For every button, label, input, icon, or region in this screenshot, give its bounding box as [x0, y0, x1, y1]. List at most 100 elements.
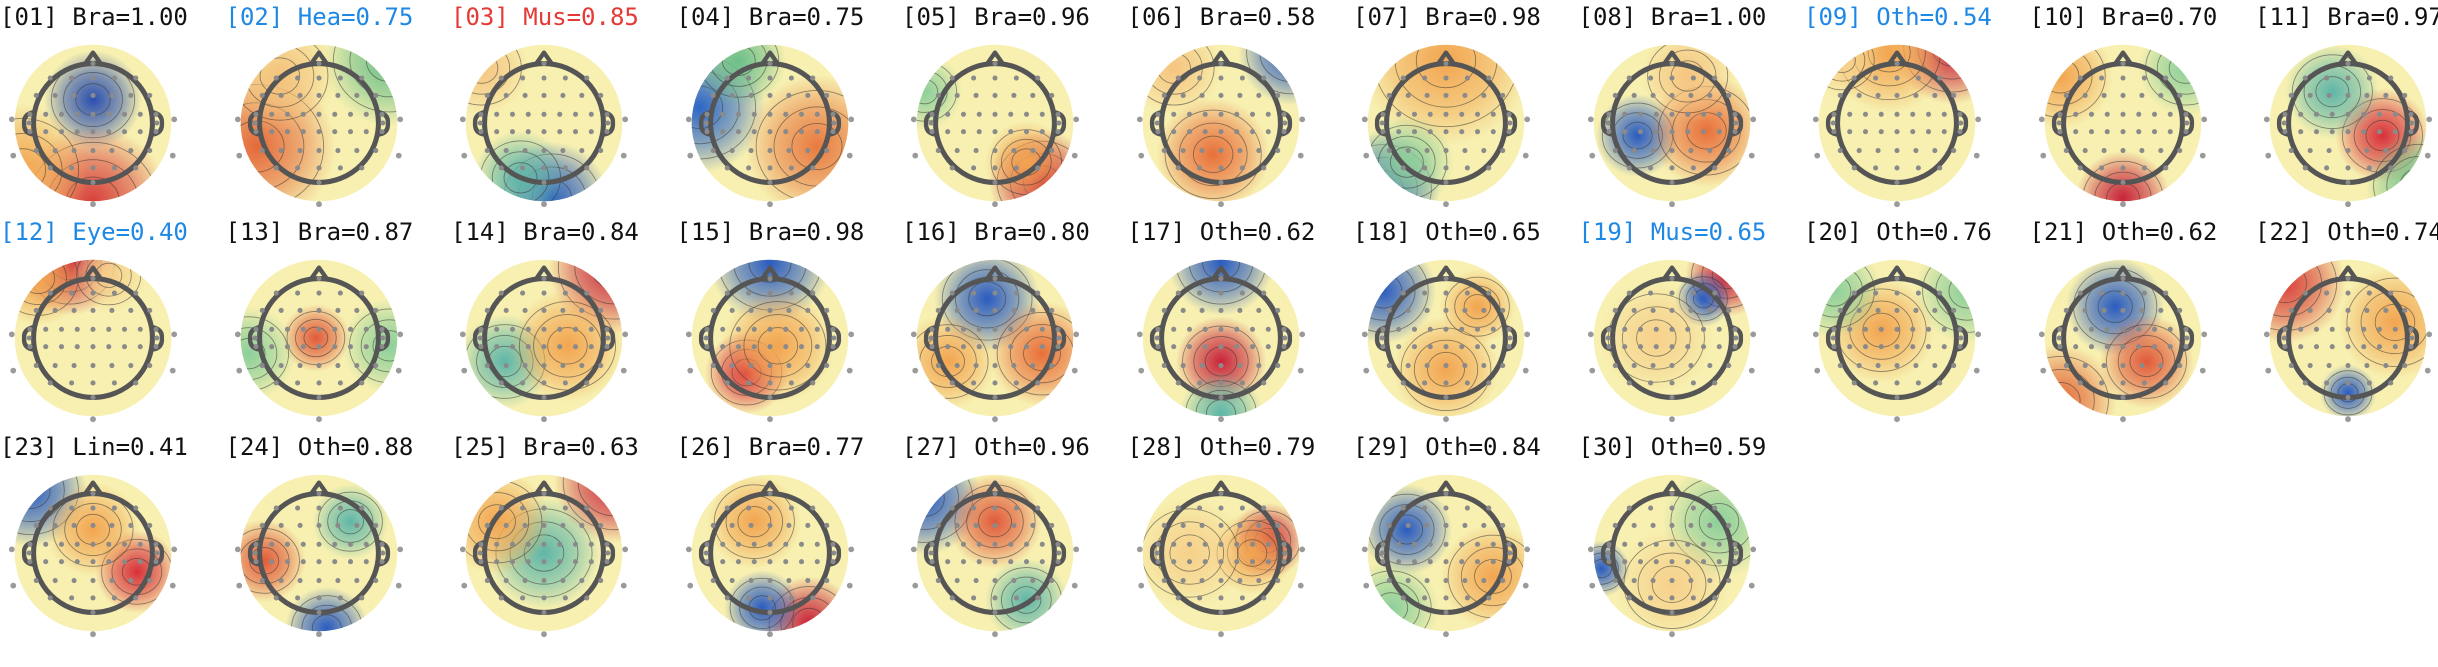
electrode-dot	[1957, 129, 1963, 135]
electrode-dot	[1706, 363, 1712, 369]
electrode-dot	[2388, 380, 2394, 386]
electrode-dot	[1249, 559, 1255, 565]
electrode-dot	[1847, 326, 1853, 332]
electrode-dot	[2119, 416, 2126, 423]
electrode-dot	[954, 522, 960, 528]
electrode-dot	[973, 92, 979, 98]
electrode-dot	[1030, 307, 1036, 313]
electrode-dot	[520, 505, 526, 511]
electrode-dot	[766, 165, 773, 171]
electrode-dot	[2345, 201, 2351, 208]
electrode-dot	[1951, 363, 1957, 369]
electrode-dot	[484, 522, 490, 528]
electrode-dot	[2282, 111, 2288, 117]
electrode-dot	[960, 129, 967, 135]
electrode-dot	[1626, 595, 1632, 601]
electrode-dot	[1490, 559, 1496, 565]
electrode-dot	[1474, 326, 1481, 332]
electrode-dot	[27, 559, 33, 565]
electrode-dot	[992, 505, 998, 511]
electrode-dot	[703, 129, 710, 135]
electrode-dot	[604, 129, 610, 135]
electrode-dot	[847, 116, 854, 123]
electrode-dot	[1217, 416, 1224, 423]
electrode-dot	[1405, 578, 1411, 584]
electrode-dot	[1196, 290, 1202, 296]
electrode-dot	[2056, 344, 2063, 350]
scalp-topomap	[1812, 44, 1982, 208]
electrode-dot	[541, 631, 547, 638]
electrode-dot	[1217, 344, 1224, 350]
nose-marker	[759, 50, 780, 67]
electrode-dot	[396, 116, 403, 123]
electrode-dot	[358, 595, 364, 601]
electrode-dot	[509, 129, 516, 135]
component-cell: [15] Bra=0.98	[677, 215, 902, 430]
electrode-dot	[71, 522, 77, 528]
scalp-topomap	[1587, 259, 1756, 423]
scalp-topomap	[1587, 44, 1756, 208]
contour-line	[1142, 44, 1215, 106]
electrode-dot	[588, 559, 594, 565]
electrode-dot	[1732, 550, 1738, 556]
electrode-dot	[622, 331, 629, 338]
electrode-dot	[90, 505, 96, 511]
electrode-dot	[153, 559, 159, 565]
electrode-dot	[562, 595, 568, 601]
electrode-dot	[1684, 111, 1690, 117]
electrode-dot	[90, 290, 96, 296]
electrode-dot	[2056, 111, 2063, 117]
electrode-dot	[2345, 363, 2351, 369]
electrode-dot	[121, 344, 128, 350]
electrode-dot	[1422, 505, 1428, 511]
scalp-topomap	[685, 259, 854, 423]
electrode-dot	[1894, 201, 1900, 208]
electrode-dot	[809, 505, 815, 511]
electrode-dot	[503, 92, 509, 98]
component-label: [25] Bra=0.63	[451, 433, 639, 461]
electrode-dot	[1422, 595, 1428, 601]
electrode-dot	[315, 394, 322, 400]
electrode-dot	[252, 111, 259, 117]
activation-blob	[706, 474, 801, 569]
electrode-dot	[1626, 165, 1632, 171]
electrode-dot	[1056, 550, 1062, 556]
electrode-dot	[478, 344, 484, 350]
electrode-dot	[1894, 179, 1900, 185]
electrode-dot	[788, 290, 794, 296]
electrode-dot	[1668, 380, 1675, 386]
electrode-dot	[300, 111, 306, 117]
electrode-dot	[379, 550, 385, 556]
electrode-dot	[297, 578, 303, 584]
electrode-dot	[1588, 152, 1595, 159]
electrode-dot	[798, 344, 804, 350]
electrode-dot	[829, 344, 836, 350]
electrode-dot	[1161, 148, 1167, 154]
electrode-dot	[2151, 129, 2157, 135]
electrode-dot	[396, 331, 403, 338]
electrode-dot	[1443, 326, 1449, 332]
electrode-dot	[1055, 326, 1061, 332]
electrode-dot	[1217, 505, 1224, 511]
electrode-dot	[766, 380, 773, 386]
electrode-dot	[1486, 75, 1492, 81]
electrode-dot	[1202, 541, 1208, 547]
component-cell: [07] Bra=0.98	[1353, 0, 1578, 215]
electrode-dot	[259, 578, 265, 584]
electrode-dot	[1280, 129, 1287, 135]
electrode-dot	[234, 546, 241, 553]
electrode-dot	[1055, 111, 1061, 117]
electrode-dot	[137, 559, 143, 565]
electrode-dot	[823, 148, 829, 154]
scalp-topomap	[8, 259, 178, 423]
electrode-dot	[992, 609, 998, 615]
electrode-dot	[2329, 111, 2335, 117]
electrode-dot	[935, 307, 941, 313]
electrode-dot	[541, 129, 547, 135]
electrode-dot	[1668, 129, 1675, 135]
electrode-dot	[1605, 344, 1612, 350]
electrode-dot	[2101, 307, 2107, 313]
electrode-dot	[133, 165, 139, 171]
electrode-dot	[477, 335, 483, 341]
